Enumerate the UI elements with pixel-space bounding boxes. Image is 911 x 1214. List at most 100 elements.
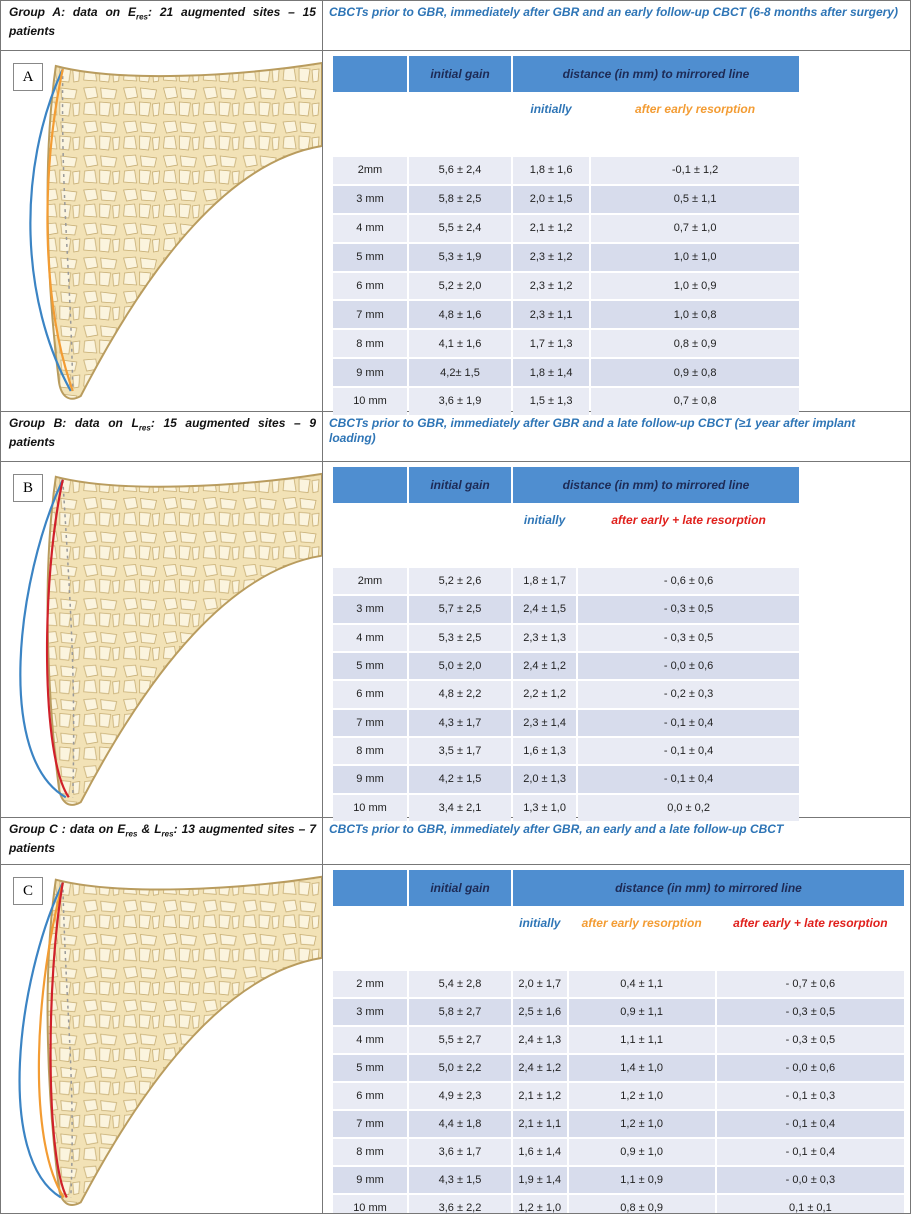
header-cell (333, 56, 407, 92)
illustration: A (1, 51, 323, 411)
cell: - 0,1 ± 0,4 (578, 738, 799, 764)
cell: 2mm (333, 568, 407, 594)
header-cell: distance (in mm) to mirrored line (513, 870, 904, 906)
subscript: res (136, 12, 148, 21)
bone-drawing (1, 462, 322, 817)
table-wrap: initial gaindistance (in mm) to mirrored… (323, 865, 910, 1214)
cell: 2,2 ± 1,2 (513, 681, 576, 707)
cell: - 0,3 ± 0,5 (717, 999, 904, 1025)
cell: - 0,1 ± 0,4 (578, 766, 799, 792)
cell: 1,6 ± 1,4 (513, 1139, 567, 1165)
cell: 2mm (333, 157, 407, 184)
cell: - 0,3 ± 0,5 (578, 625, 799, 651)
table-wrap: initial gaindistance (in mm) to mirrored… (323, 462, 910, 817)
cell: 1,6 ± 1,3 (513, 738, 576, 764)
cell: 10 mm (333, 795, 407, 821)
title-text: Group B: data on L (9, 416, 139, 430)
data-table: initial gaindistance (in mm) to mirrored… (331, 54, 801, 417)
cell: - 0,1 ± 0,4 (717, 1111, 904, 1137)
cell: 5,7 ± 2,5 (409, 596, 511, 622)
section-description: CBCTs prior to GBR, immediately after GB… (323, 412, 910, 462)
section-description: CBCTs prior to GBR, immediately after GB… (323, 818, 910, 865)
cell: 0,7 ± 0,8 (591, 388, 799, 415)
cell: 2 mm (333, 971, 407, 997)
illustration: C (1, 865, 323, 1214)
cell: 3 mm (333, 596, 407, 622)
cell: 8 mm (333, 738, 407, 764)
data-table: initial gaindistance (in mm) to mirrored… (331, 465, 801, 823)
cell: 3 mm (333, 999, 407, 1025)
cell: 2,5 ± 1,6 (513, 999, 567, 1025)
section: Group C : data on Eres & Lres: 13 augmen… (1, 818, 910, 1214)
cell: 5,0 ± 2,2 (409, 1055, 511, 1081)
cell: 5,3 ± 2,5 (409, 625, 511, 651)
subheader-cell: initially (513, 908, 567, 969)
subheader-cell (333, 94, 407, 155)
cell: 4 mm (333, 215, 407, 242)
header-row: initial gaindistance (in mm) to mirrored… (333, 56, 799, 92)
cell: 2,4 ± 1,2 (513, 1055, 567, 1081)
data-row: 10 mm3,6 ± 2,21,2 ± 1,00,8 ± 0,90,1 ± 0,… (333, 1195, 904, 1214)
subheader-cell: initially (513, 505, 576, 566)
cell: 1,9 ± 1,4 (513, 1167, 567, 1193)
subheader-cell (409, 94, 511, 155)
cell: 2,1 ± 1,2 (513, 215, 589, 242)
data-row: 4 mm5,3 ± 2,52,3 ± 1,3- 0,3 ± 0,5 (333, 625, 799, 651)
cell: 10 mm (333, 1195, 407, 1214)
cell: - 0,1 ± 0,3 (717, 1083, 904, 1109)
subheader-cell (409, 505, 511, 566)
cell: 2,3 ± 1,3 (513, 625, 576, 651)
subheader-cell: after early + late resorption (717, 908, 904, 969)
cell: - 0,2 ± 0,3 (578, 681, 799, 707)
subheader-cell: initially (513, 94, 589, 155)
cell: 4,1 ± 1,6 (409, 330, 511, 357)
subheader-cell: after early + late resorption (578, 505, 799, 566)
cell: 7 mm (333, 1111, 407, 1137)
data-row: 6 mm5,2 ± 2,02,3 ± 1,21,0 ± 0,9 (333, 273, 799, 300)
subheader-cell: after early resorption (591, 94, 799, 155)
cell: 5 mm (333, 1055, 407, 1081)
cell: 4,8 ± 1,6 (409, 301, 511, 328)
data-row: 5 mm5,0 ± 2,02,4 ± 1,2- 0,0 ± 0,6 (333, 653, 799, 679)
cell: 0,1 ± 0,1 (717, 1195, 904, 1214)
cell: 7 mm (333, 301, 407, 328)
subscript: res (139, 423, 151, 432)
cell: 5,0 ± 2,0 (409, 653, 511, 679)
title-text: Group A: data on E (9, 5, 136, 19)
cell: 5,4 ± 2,8 (409, 971, 511, 997)
cell: - 0,3 ± 0,5 (717, 1027, 904, 1053)
data-row: 5 mm5,3 ± 1,92,3 ± 1,21,0 ± 1,0 (333, 244, 799, 271)
cell: - 0,3 ± 0,5 (578, 596, 799, 622)
cell: 3,4 ± 2,1 (409, 795, 511, 821)
subscript: res (125, 829, 137, 838)
cell: 2,3 ± 1,1 (513, 301, 589, 328)
section: Group B: data on Lres: 15 augmented site… (1, 412, 910, 818)
cell: 3 mm (333, 186, 407, 213)
cell: 2,1 ± 1,1 (513, 1111, 567, 1137)
cell: 9 mm (333, 766, 407, 792)
cell: 3,5 ± 1,7 (409, 738, 511, 764)
header-cell: distance (in mm) to mirrored line (513, 467, 799, 503)
illustration: B (1, 462, 323, 817)
cell: 0,8 ± 0,9 (591, 330, 799, 357)
cell: - 0,0 ± 0,6 (578, 653, 799, 679)
cell: 5,8 ± 2,7 (409, 999, 511, 1025)
bone-drawing (1, 51, 322, 411)
title-text: Group C : data on E (9, 822, 125, 836)
data-row: 6 mm4,9 ± 2,32,1 ± 1,21,2 ± 1,0- 0,1 ± 0… (333, 1083, 904, 1109)
cell: 4 mm (333, 1027, 407, 1053)
cell: 3,6 ± 1,9 (409, 388, 511, 415)
cell: 8 mm (333, 330, 407, 357)
cell: 1,2 ± 1,0 (569, 1083, 715, 1109)
data-row: 9 mm4,2± 1,51,8 ± 1,40,9 ± 0,8 (333, 359, 799, 386)
cell: 7 mm (333, 710, 407, 736)
cell: 1,0 ± 0,8 (591, 301, 799, 328)
cell: 3,6 ± 1,7 (409, 1139, 511, 1165)
